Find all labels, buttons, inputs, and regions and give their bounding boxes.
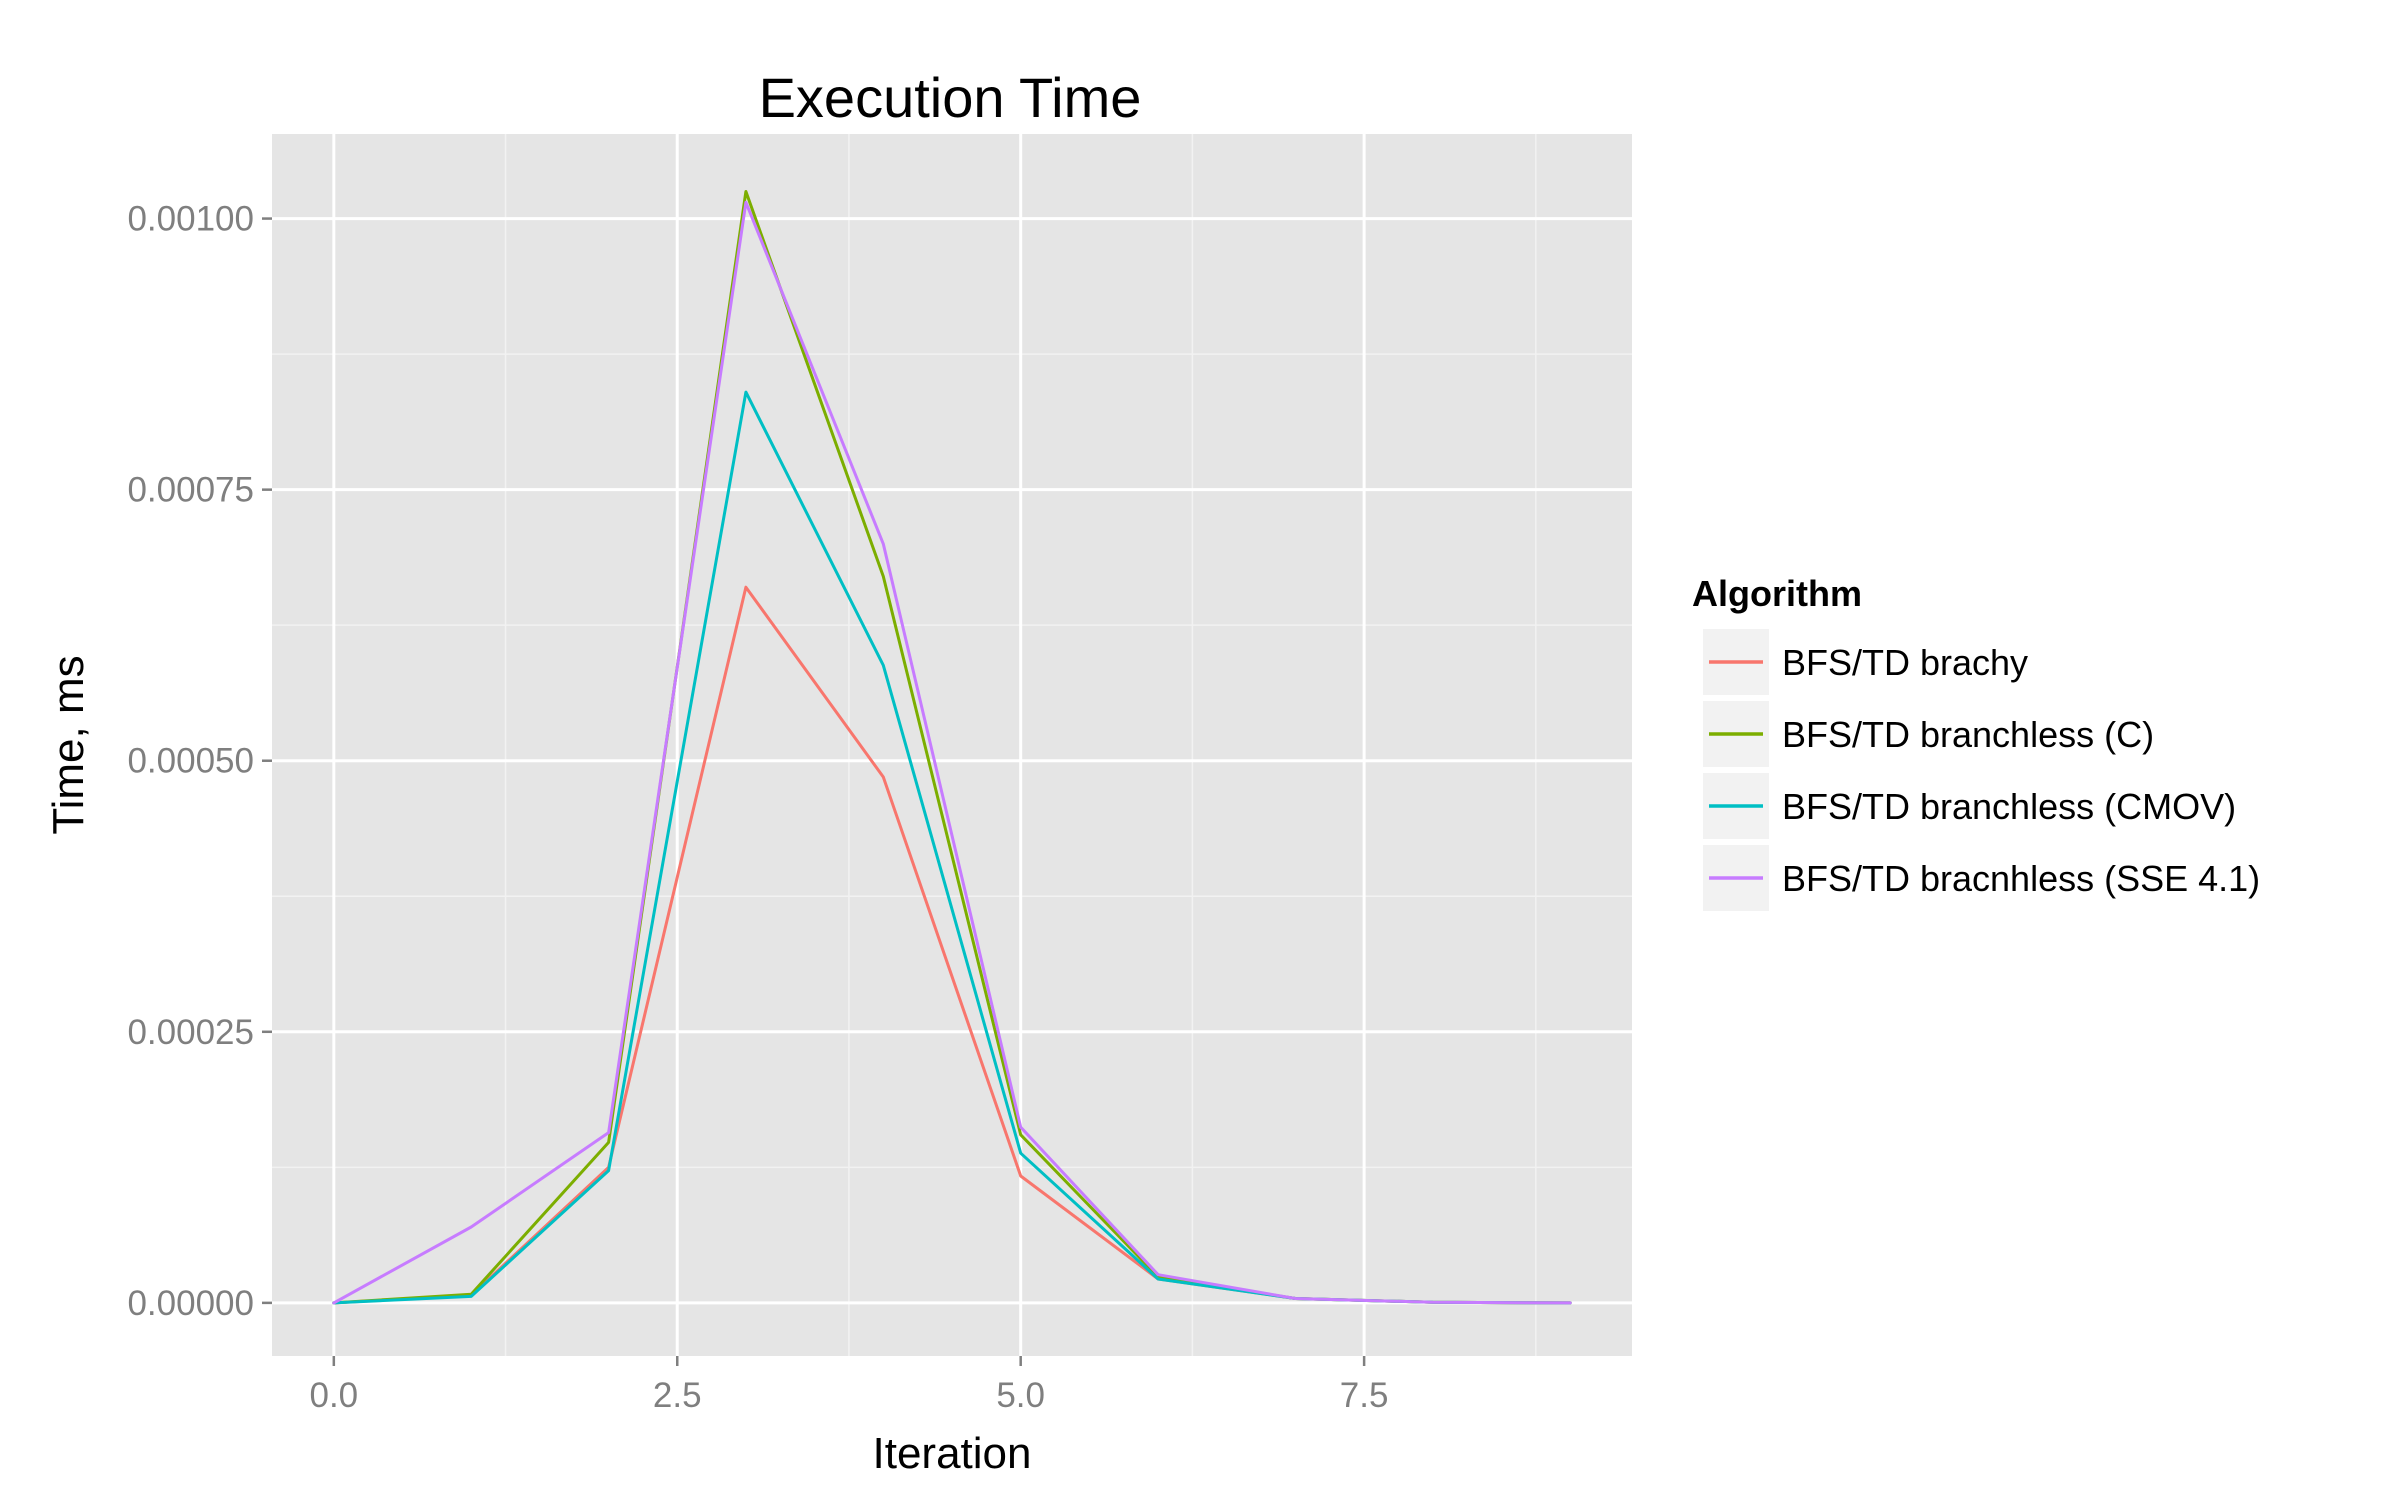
y-axis-label: Time, ms [44, 655, 93, 834]
x-tick-label: 0.0 [309, 1376, 358, 1415]
x-axis: 0.0 2.5 5.0 7.5 [309, 1356, 1388, 1415]
minor-grid [272, 134, 1632, 1356]
legend-label: BFS/TD branchless (CMOV) [1782, 786, 2236, 827]
chart-title: Execution Time [759, 66, 1142, 129]
legend-title: Algorithm [1692, 573, 1862, 614]
legend-label: BFS/TD brachy [1782, 642, 2028, 683]
legend-items: BFS/TD brachy BFS/TD branchless (C) BFS/TD… [1701, 627, 2260, 913]
y-tick-label: 0.00100 [127, 200, 254, 239]
series-line [332, 200, 1572, 1305]
series-layer [332, 190, 1572, 1305]
legend-label: BFS/TD bracnhless (SSE 4.1) [1782, 858, 2260, 899]
x-axis-label: Iteration [873, 1429, 1032, 1478]
y-tick-label: 0.00050 [127, 742, 254, 781]
major-grid [272, 134, 1632, 1356]
y-tick-label: 0.00025 [127, 1013, 254, 1052]
x-tick-label: 2.5 [653, 1376, 702, 1415]
y-axis: 0.00000 0.00025 0.00050 0.00075 0.00100 [127, 200, 272, 1323]
y-tick-label: 0.00075 [127, 471, 254, 510]
x-tick-label: 7.5 [1340, 1376, 1389, 1415]
legend: Algorithm BFS/TD brachy BFS/TD branchless… [1692, 573, 2260, 913]
x-tick-label: 5.0 [996, 1376, 1045, 1415]
y-tick-label: 0.00000 [127, 1284, 254, 1323]
plot-panel [272, 134, 1632, 1356]
legend-label: BFS/TD branchless (C) [1782, 714, 2154, 755]
